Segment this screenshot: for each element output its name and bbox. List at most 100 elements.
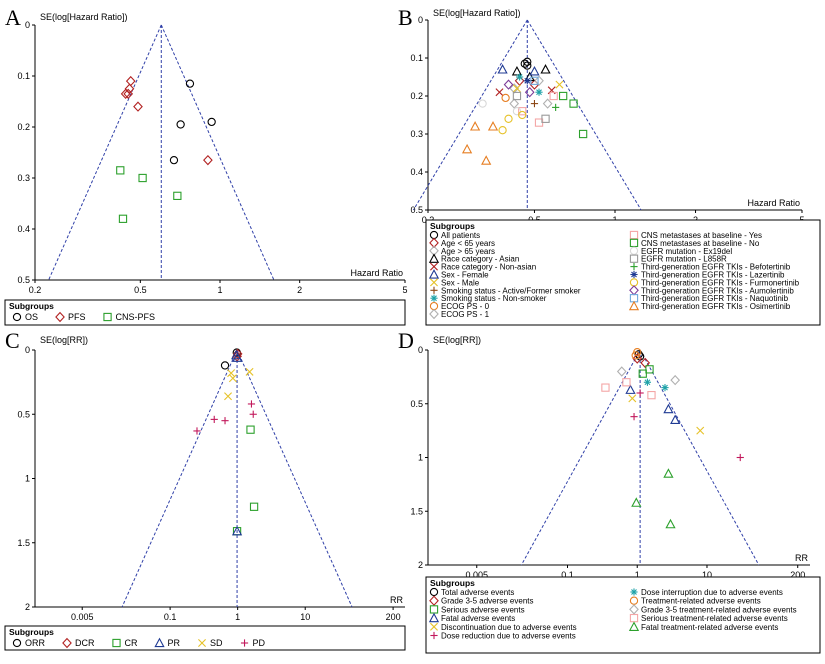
panel-b-point: [518, 107, 527, 116]
panel-a-ytick-label: 0.4: [17, 224, 30, 234]
panel-a-ytick-label: 0: [25, 20, 30, 30]
panel-b-point: [530, 100, 539, 108]
panel-d-ytick-label: 1.5: [410, 506, 423, 516]
panel-d-point: [665, 518, 676, 529]
panel-c-xtick-label: 200: [386, 612, 401, 622]
panel-c-ylabel: SE(log[RR]): [40, 335, 88, 345]
panel-a-ytick-label: 0.2: [17, 122, 30, 132]
panel-c-legend-marker: [62, 637, 72, 649]
panel-b-point: [509, 98, 520, 109]
panel-c-legend-marker: [12, 638, 22, 648]
panel-a-point: [120, 88, 131, 100]
panel-b-point: [534, 75, 544, 87]
panel-c-point: [227, 369, 236, 378]
panel-c-legend-label: SD: [210, 638, 223, 648]
panel-b-legend-label: Third-generation EGFR TKIs - Befotertini…: [641, 263, 791, 272]
panel-c-letter: C: [5, 328, 20, 353]
panel-d-point: [622, 378, 631, 387]
panel-d-xtick-label: 200: [790, 570, 805, 580]
panel-c-legend-marker: [112, 638, 121, 648]
panel-b-legend-title: Subgroups: [430, 221, 475, 231]
panel-c-xtick-label: 10: [300, 612, 310, 622]
panel-d-legend-box: [425, 576, 821, 654]
panel-c-legend-marker: [198, 639, 207, 647]
panel-b-legend-marker: [630, 263, 638, 271]
panel-b-legend-label: Sex - Male: [441, 278, 480, 287]
panel-d-point: [643, 378, 652, 386]
panel-c-legend-label: PR: [168, 638, 181, 648]
panel-b-legend-marker: [428, 269, 440, 279]
panel-a-ytick-label: 0.1: [17, 71, 30, 81]
panel-b-point: [529, 65, 540, 76]
panel-d-ytick-label: 0.5: [410, 399, 423, 409]
panel-b-funnel-left: [412, 19, 528, 211]
panel-a: A 00.10.20.30.40.50.2 0.5 1 2 5SE(log[Hazard …: [4, 5, 408, 326]
panel-b-letter: B: [398, 5, 413, 30]
panel-b-point: [495, 88, 504, 97]
panel-c-ytick-label: 0.5: [17, 409, 30, 419]
panel-c-point: [210, 415, 218, 423]
panel-c-point: [224, 392, 233, 401]
panel-d-xtick-label: 10: [702, 570, 712, 580]
panel-c-point: [249, 502, 259, 511]
panel-d-xtick-label: 0.1: [561, 570, 574, 580]
panel-b-point: [541, 114, 550, 123]
panel-b-point: [558, 91, 568, 101]
panel-b-legend-label: Smoking status - Non-smoker: [441, 294, 547, 303]
panel-b-point: [523, 61, 532, 70]
panel-b-legend-label: EGFR mutation - Ex19del: [641, 247, 732, 256]
panel-d-point: [601, 383, 610, 392]
panel-c-legend-marker: [154, 637, 165, 648]
panel-a-legend-label: PFS: [68, 312, 86, 322]
panel-c-xtick-label: 0.005: [71, 612, 94, 622]
panel-d-legend-marker: [429, 595, 439, 606]
panel-b-point: [503, 79, 514, 90]
panel-a-ytick-label: 0.5: [17, 275, 30, 285]
panel-b-legend-marker: [429, 237, 439, 249]
panel-d-legend-label: Discontinuation due to adverse events: [441, 623, 577, 632]
panel-b-legend-label: Third-generation EGFR TKIs - Osimertinib: [641, 302, 791, 311]
panel-d-legend-marker: [630, 588, 638, 596]
panel-a-xtick-label: 5: [402, 285, 407, 295]
panel-d: D 0 0.5 1 1.5 2 0.005 0.1 1 10 200 SE(log[RR]) RR Sub…: [398, 328, 821, 654]
panel-b-ytick-label: 0: [418, 15, 423, 25]
panel-c-legend-marker: [240, 639, 249, 647]
panel-d-point: [631, 351, 640, 360]
panel-a-ytick-label: 0.3: [17, 173, 30, 183]
panel-b-point: [518, 110, 527, 120]
panel-b-legend-label: ECOG PS - 0: [441, 302, 490, 311]
panel-b-legend-label: Third-generation EGFR TKIs - Lazertinib: [641, 271, 785, 280]
panel-b-point: [523, 77, 531, 85]
panel-b-point: [469, 121, 481, 131]
panel-a-point: [203, 154, 213, 166]
panel-b-legend-marker: [430, 278, 438, 287]
panel-a-legend-marker: [12, 312, 22, 322]
panel-b-point: [540, 64, 551, 74]
panel-d-funnel-left: [520, 349, 641, 566]
panel-d-legend-marker: [428, 612, 440, 623]
panel-d-point: [625, 384, 636, 394]
panel-d-point: [661, 384, 669, 392]
panel-d-ytick-label: 2: [418, 560, 423, 570]
panel-b-legend-label: Age > 65 years: [441, 247, 495, 256]
panel-c-ytick-label: 2: [25, 602, 30, 612]
panel-d-legend-label: Treatment-related adverse events: [641, 597, 761, 606]
panel-d-point: [645, 365, 654, 374]
panel-c-point: [193, 427, 201, 435]
panel-a-xtick-label: 2: [297, 285, 302, 295]
panel-a-point: [173, 191, 182, 200]
panel-b-legend-label: ECOG PS - 1: [441, 310, 490, 319]
panel-a-xtick-label: 0.2: [29, 285, 42, 295]
panel-c-point: [221, 417, 229, 425]
panel-c-point: [249, 410, 257, 418]
panel-b-legend-label: CNS metastases at baseline - No: [641, 239, 760, 248]
panel-a-legend-label: OS: [25, 312, 38, 322]
panel-b-point: [497, 64, 508, 74]
panel-b-legend-label: EGFR mutation - L858R: [641, 255, 727, 264]
panel-b-ytick-label: 0.3: [410, 129, 423, 139]
panel-b-point: [535, 88, 543, 96]
panel-d-legend-label: Grade 3-5 treatment-related adverse even…: [641, 605, 797, 614]
panel-a-xtick-label: 1: [217, 285, 222, 295]
panel-c-point: [247, 400, 256, 408]
